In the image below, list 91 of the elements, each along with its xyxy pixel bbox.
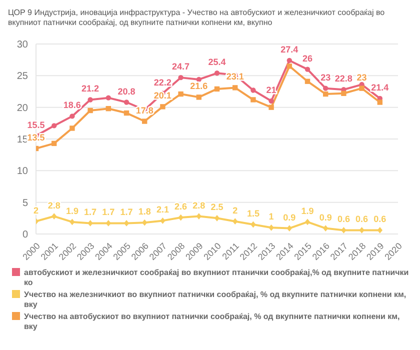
point bbox=[232, 218, 238, 225]
point bbox=[268, 224, 274, 231]
point bbox=[196, 76, 202, 82]
y-tick-label: 20 bbox=[16, 102, 28, 114]
data-label: 0.9 bbox=[319, 212, 332, 222]
point bbox=[88, 97, 93, 102]
data-label: 1.5 bbox=[246, 208, 260, 218]
data-label: 0.6 bbox=[337, 214, 350, 224]
point bbox=[106, 106, 111, 112]
point bbox=[70, 218, 75, 226]
point bbox=[160, 218, 166, 224]
data-label: 1.9 bbox=[66, 206, 78, 216]
point bbox=[250, 88, 256, 93]
point bbox=[250, 97, 256, 102]
point bbox=[359, 227, 364, 234]
point bbox=[160, 104, 166, 110]
point bbox=[124, 100, 130, 105]
data-label: 1.7 bbox=[102, 207, 115, 218]
point bbox=[304, 218, 310, 226]
point bbox=[341, 227, 346, 234]
y-tick-label: 10 bbox=[16, 166, 28, 178]
data-label: 0.6 bbox=[374, 214, 386, 224]
data-label: 21.6 bbox=[190, 81, 208, 92]
y-tick-label: 5 bbox=[22, 198, 28, 209]
data-label: 20.8 bbox=[118, 86, 136, 96]
point bbox=[214, 86, 220, 92]
point bbox=[323, 91, 328, 97]
data-label: 2.5 bbox=[210, 202, 224, 212]
data-label: 26 bbox=[302, 53, 313, 64]
data-label: 1.7 bbox=[120, 207, 133, 218]
point bbox=[196, 94, 202, 100]
point bbox=[142, 118, 148, 124]
point bbox=[304, 66, 310, 72]
data-label: 23 bbox=[320, 72, 331, 82]
point bbox=[70, 126, 75, 131]
point bbox=[341, 90, 346, 96]
point bbox=[359, 86, 364, 91]
data-label: 2.8 bbox=[192, 200, 206, 210]
data-label: 15.5 bbox=[27, 120, 45, 130]
y-tick-label: 25 bbox=[16, 71, 28, 82]
point bbox=[70, 114, 75, 119]
point bbox=[214, 70, 220, 76]
data-label: 2 bbox=[33, 205, 39, 216]
point bbox=[268, 98, 274, 104]
point bbox=[232, 85, 238, 90]
data-label: 0.9 bbox=[283, 212, 296, 222]
point bbox=[178, 91, 184, 97]
point bbox=[323, 86, 328, 91]
point bbox=[88, 108, 93, 114]
data-label: 22.8 bbox=[334, 74, 352, 84]
y-tick-label: 30 bbox=[16, 40, 28, 51]
point bbox=[214, 214, 220, 222]
point bbox=[106, 95, 111, 100]
point bbox=[88, 220, 93, 226]
data-label: 21.2 bbox=[82, 84, 100, 94]
chart-title: ЦОР 9 Индустрија, иновација инфраструктура - Учество на автобускиот и железничкиот сообраќај во вкупниот патнички сообраќај, од вкупните патнички копнени км, вкупно bbox=[8, 8, 386, 28]
point bbox=[250, 221, 256, 228]
point bbox=[304, 78, 310, 84]
data-label: 1 bbox=[268, 212, 274, 222]
data-label: 1.9 bbox=[301, 206, 314, 216]
legend-label: Учество на автобускиот во вкупниот патнички сообраќај, % од вкупните патнички копнени км, вку bbox=[24, 312, 401, 332]
data-label: 2.8 bbox=[48, 200, 60, 210]
point bbox=[178, 214, 184, 221]
data-label: 13.5 bbox=[27, 132, 45, 142]
data-label: 2.1 bbox=[156, 204, 169, 215]
data-label: 22.2 bbox=[154, 77, 172, 88]
point bbox=[377, 100, 382, 105]
point bbox=[124, 110, 130, 116]
legend-label: автобускиот и железничкиот сообраќај во вкупниот птанички сообраќај,% од вкупните патнички ко bbox=[24, 268, 410, 288]
data-label: 18.6 bbox=[63, 100, 81, 110]
data-label: 1.8 bbox=[138, 206, 151, 217]
point bbox=[142, 219, 148, 226]
point bbox=[178, 74, 184, 80]
point bbox=[52, 140, 57, 146]
data-label: 21.4 bbox=[371, 82, 389, 92]
data-label: 2.6 bbox=[174, 202, 188, 212]
data-label: 0.6 bbox=[356, 214, 368, 224]
point bbox=[286, 64, 292, 69]
y-tick-label: 0 bbox=[22, 230, 28, 241]
data-label: 2 bbox=[232, 205, 238, 216]
point bbox=[52, 213, 57, 220]
point bbox=[268, 104, 274, 110]
point bbox=[286, 58, 292, 64]
data-label: 25.4 bbox=[208, 57, 226, 68]
data-label: 23 bbox=[356, 72, 367, 82]
point bbox=[52, 123, 57, 128]
data-label: 24.7 bbox=[172, 62, 190, 72]
data-label: 1.7 bbox=[84, 207, 97, 218]
legend-label: Учество на железничкиот во вкупниот патнички сообраќај, % од вкупните патнички копнени км, вку bbox=[24, 290, 408, 310]
data-label: 21 bbox=[266, 85, 276, 95]
data-label: 27.4 bbox=[280, 44, 298, 54]
